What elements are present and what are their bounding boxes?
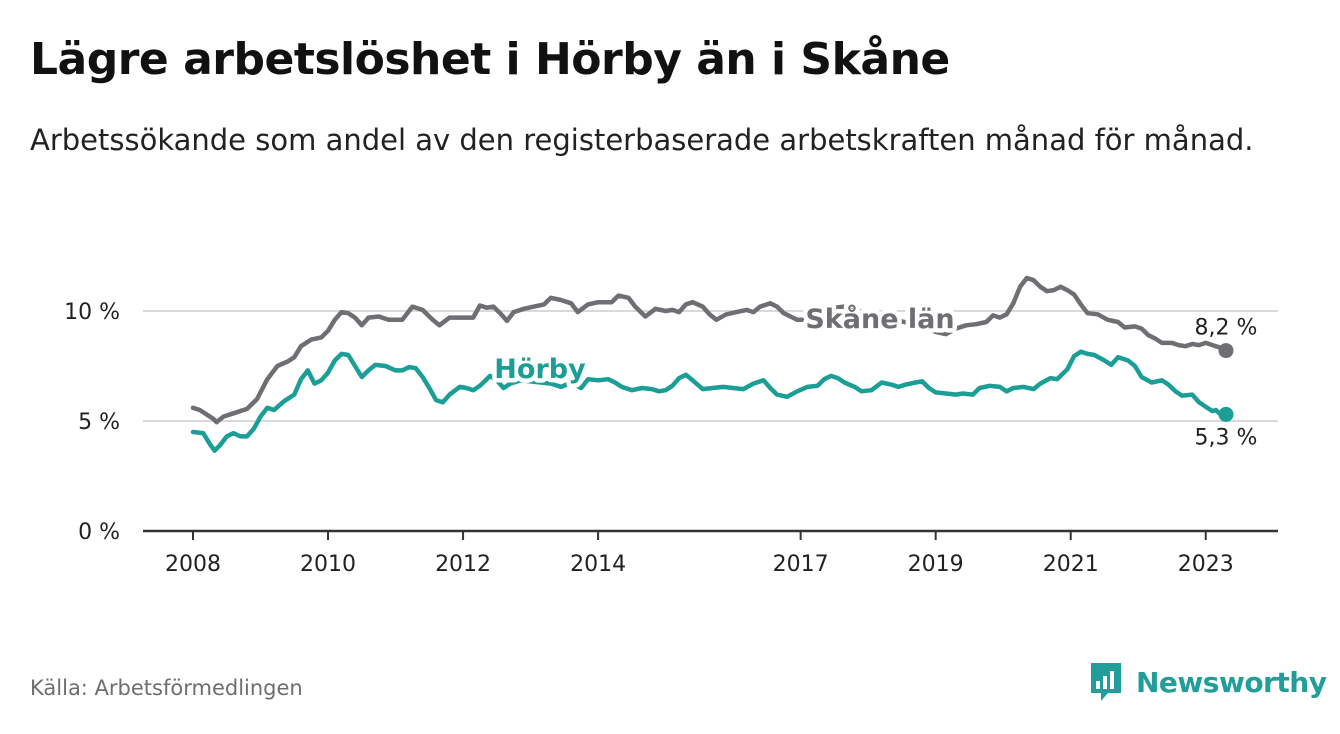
x-tick-label: 2012 [435,552,491,577]
x-tick-label: 2014 [570,552,626,577]
series-name-label: Hörby [494,354,586,385]
y-tick-label: 5 % [78,410,120,435]
x-tick-label: 2017 [773,552,829,577]
chart-title: Lägre arbetslöshet i Hörby än i Skåne [30,34,950,85]
series-end-label: 8,2 % [1195,316,1258,341]
series-end-label: 5,3 % [1195,425,1258,450]
y-tick-label: 10 % [64,300,120,325]
x-tick-label: 2008 [165,552,221,577]
x-tick-label: 2010 [300,552,356,577]
brand-name: Newsworthy [1136,665,1327,699]
brand-logo[interactable]: Newsworthy [1088,660,1327,704]
x-tick-label: 2019 [908,552,964,577]
series-name-label: Skåne län [805,303,954,335]
series-line-horby [190,349,1229,453]
y-tick-label: 0 % [78,520,120,545]
source-note: Källa: Arbetsförmedlingen [30,676,303,700]
newsworthy-logo-icon [1091,663,1121,701]
series-line-skane [190,275,1229,425]
x-tick-label: 2023 [1178,552,1234,577]
x-tick-label: 2021 [1043,552,1099,577]
series-end-marker [1218,406,1234,422]
chart-subtitle: Arbetssökande som andel av den registerb… [30,123,1254,157]
series-end-marker [1218,343,1234,359]
